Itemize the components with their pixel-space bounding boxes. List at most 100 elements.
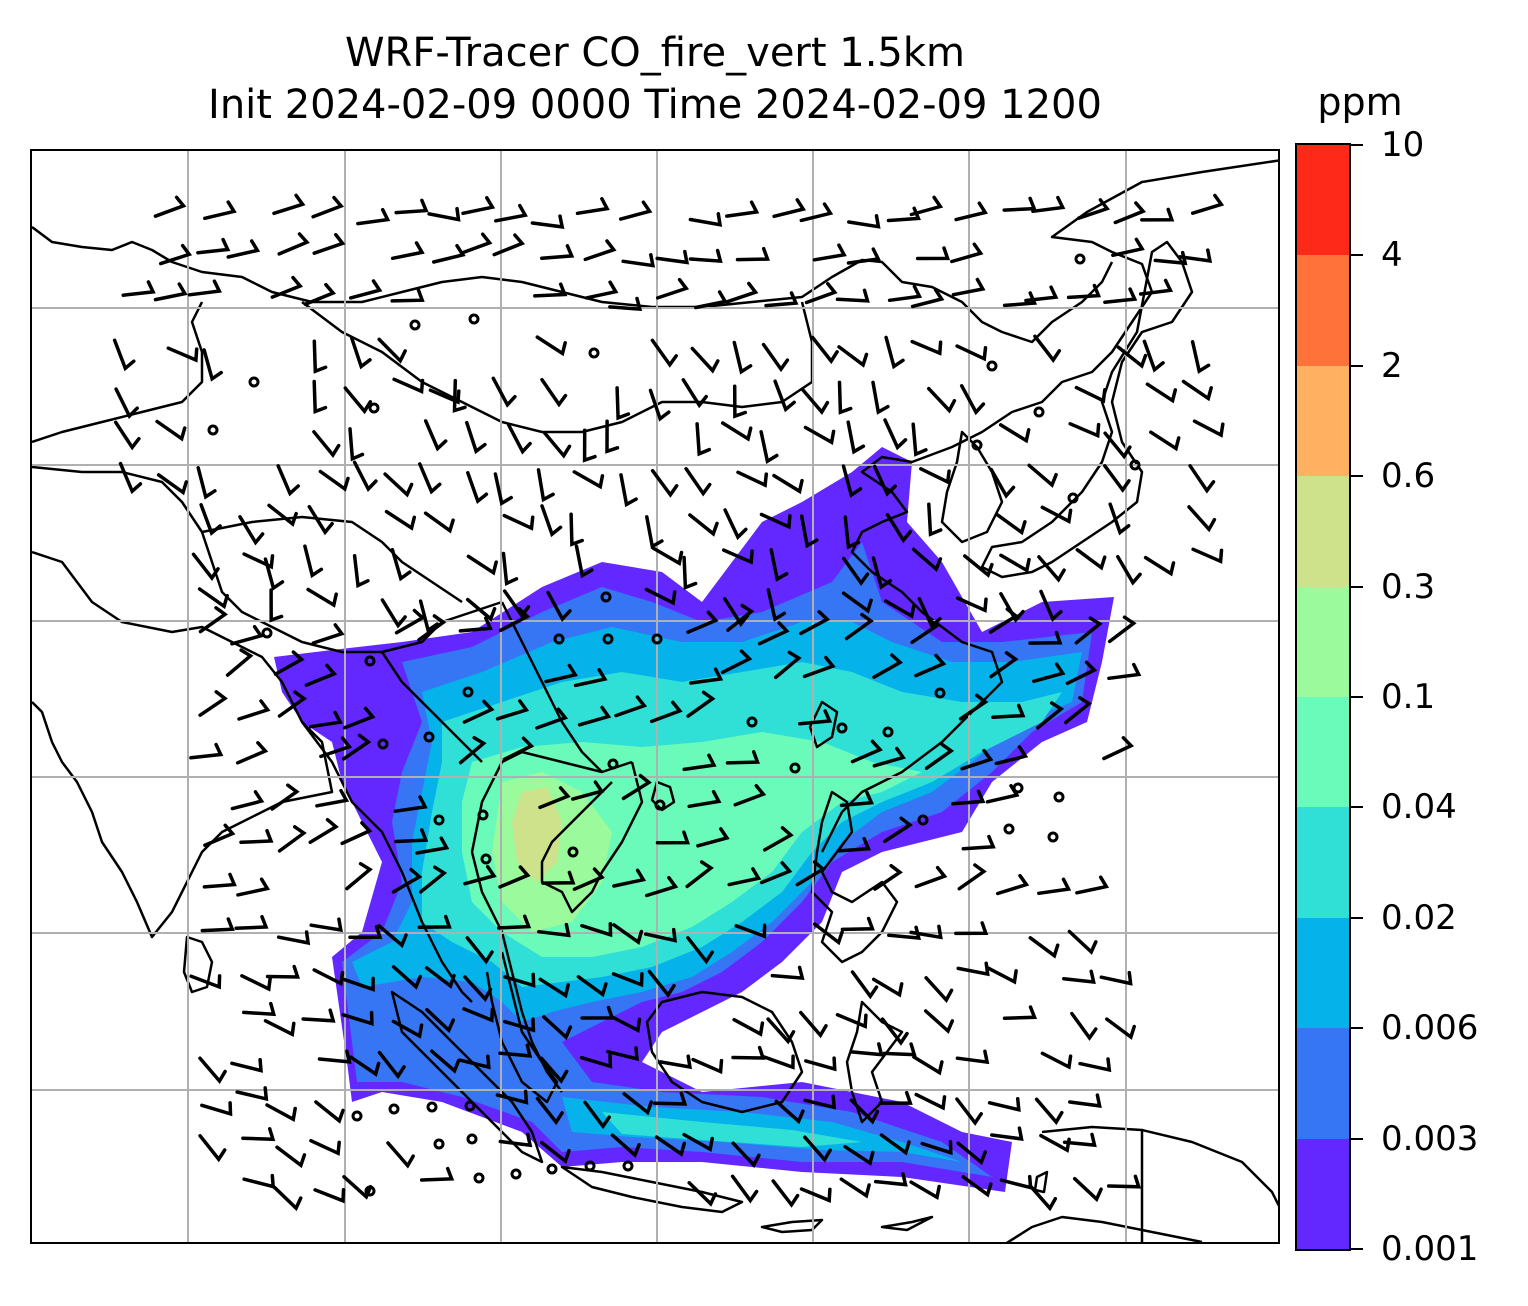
wind-barb [311, 195, 345, 219]
wind-barb [1036, 701, 1065, 730]
wind-barb [687, 1181, 718, 1207]
wind-barb [723, 508, 748, 541]
wind-barb [914, 653, 947, 678]
wind-barb [318, 469, 350, 492]
wind-barb [425, 1007, 456, 1034]
colorbar-tick-label: 2 [1381, 345, 1403, 386]
wind-barb [189, 974, 222, 990]
wind-barb [955, 1097, 983, 1126]
wind-barb [415, 836, 450, 855]
wind-barb [430, 1049, 461, 1074]
calm-wind-circle [1067, 492, 1079, 504]
wind-barb [196, 237, 231, 255]
wind-barb [735, 246, 770, 262]
wind-barb [727, 867, 762, 887]
wind-barb [1002, 1005, 1038, 1021]
wind-barb [850, 970, 879, 1000]
wind-barb [1062, 969, 1096, 985]
wind-barb [732, 340, 753, 375]
wind-barb [462, 699, 495, 724]
wind-barb [155, 419, 187, 442]
wind-barb [1078, 1057, 1112, 1073]
wind-barb [308, 817, 339, 845]
colorbar-tick-label: 0.006 [1381, 1008, 1479, 1049]
wind-barb [914, 865, 948, 889]
wind-barb [197, 587, 229, 610]
wind-barb [762, 826, 794, 852]
wind-barb [879, 1133, 911, 1156]
wind-barb [923, 1009, 955, 1034]
wind-barb [166, 346, 199, 363]
wind-barb [418, 462, 442, 495]
wind-barb [606, 1046, 639, 1062]
wind-barb [377, 1050, 406, 1080]
wind-barb [691, 1057, 724, 1075]
wind-barb [1138, 278, 1174, 296]
colorbar-tick-mark [1351, 364, 1363, 367]
colorbar-tick-mark [1351, 144, 1363, 146]
wind-barb [540, 504, 563, 538]
wind-barb [731, 1045, 766, 1060]
wind-barb [803, 425, 836, 446]
wind-barb [836, 836, 872, 853]
wind-barb [1067, 929, 1098, 955]
calm-wind-circle [480, 853, 492, 865]
wind-barb [275, 1145, 307, 1169]
wind-barb [538, 786, 571, 810]
wind-barb [390, 241, 425, 261]
wind-barb [810, 335, 839, 365]
colorbar-tick-mark [1351, 1027, 1363, 1030]
wind-barb [348, 925, 383, 939]
wind-barb [688, 212, 723, 227]
wind-barb [987, 1096, 1021, 1112]
calm-wind-circle [433, 814, 445, 826]
wind-barb [1070, 1011, 1098, 1041]
wind-barb [1187, 505, 1217, 533]
calm-wind-circle [409, 319, 421, 331]
wind-barb [583, 239, 617, 262]
wind-barb [235, 1086, 269, 1102]
coastline-timor [760, 1218, 824, 1234]
wind-barb [910, 288, 945, 309]
wind-barb [419, 1166, 455, 1182]
chart-title-line-2: Init 2024-02-09 0000 Time 2024-02-09 120… [208, 82, 1102, 128]
wind-barb [345, 861, 373, 891]
wind-barb [989, 467, 1016, 499]
wind-barb [187, 279, 222, 297]
wind-barb [1107, 662, 1142, 681]
wind-barb [198, 690, 228, 717]
wind-barb [577, 705, 612, 727]
wind-barb [235, 741, 269, 765]
colorbar-segment [1297, 365, 1349, 477]
coastline-indochina [470, 750, 644, 1093]
calm-wind-markers [207, 253, 1141, 1197]
wind-barb [495, 1089, 529, 1105]
wind-barb [871, 977, 904, 998]
wind-barb [272, 1185, 303, 1212]
wind-barb [311, 623, 345, 645]
calm-wind-circle [836, 722, 848, 734]
wind-barb [621, 253, 656, 268]
wind-barb [348, 279, 383, 300]
wind-barb [312, 379, 328, 415]
calm-wind-circle [377, 738, 389, 750]
calm-wind-circle [351, 1110, 363, 1122]
wind-barb [342, 976, 375, 992]
calm-wind-circle [261, 627, 273, 639]
wind-barb [533, 282, 568, 298]
coastline-borneo [645, 990, 804, 1114]
map-panel[interactable] [30, 149, 1280, 1244]
wind-barb [909, 924, 943, 940]
wind-barb [530, 214, 565, 229]
wind-barb [771, 1179, 800, 1208]
wind-barb [847, 214, 881, 229]
calm-wind-circle [423, 731, 435, 743]
wind-barb [582, 428, 597, 463]
wind-barb [1074, 616, 1103, 645]
calm-wind-circle [248, 376, 260, 388]
calm-wind-circle [426, 1101, 438, 1113]
wind-barb [1002, 291, 1038, 308]
calm-wind-circle [473, 1172, 485, 1184]
wind-barb [961, 1175, 993, 1198]
wind-barb [341, 1010, 374, 1026]
